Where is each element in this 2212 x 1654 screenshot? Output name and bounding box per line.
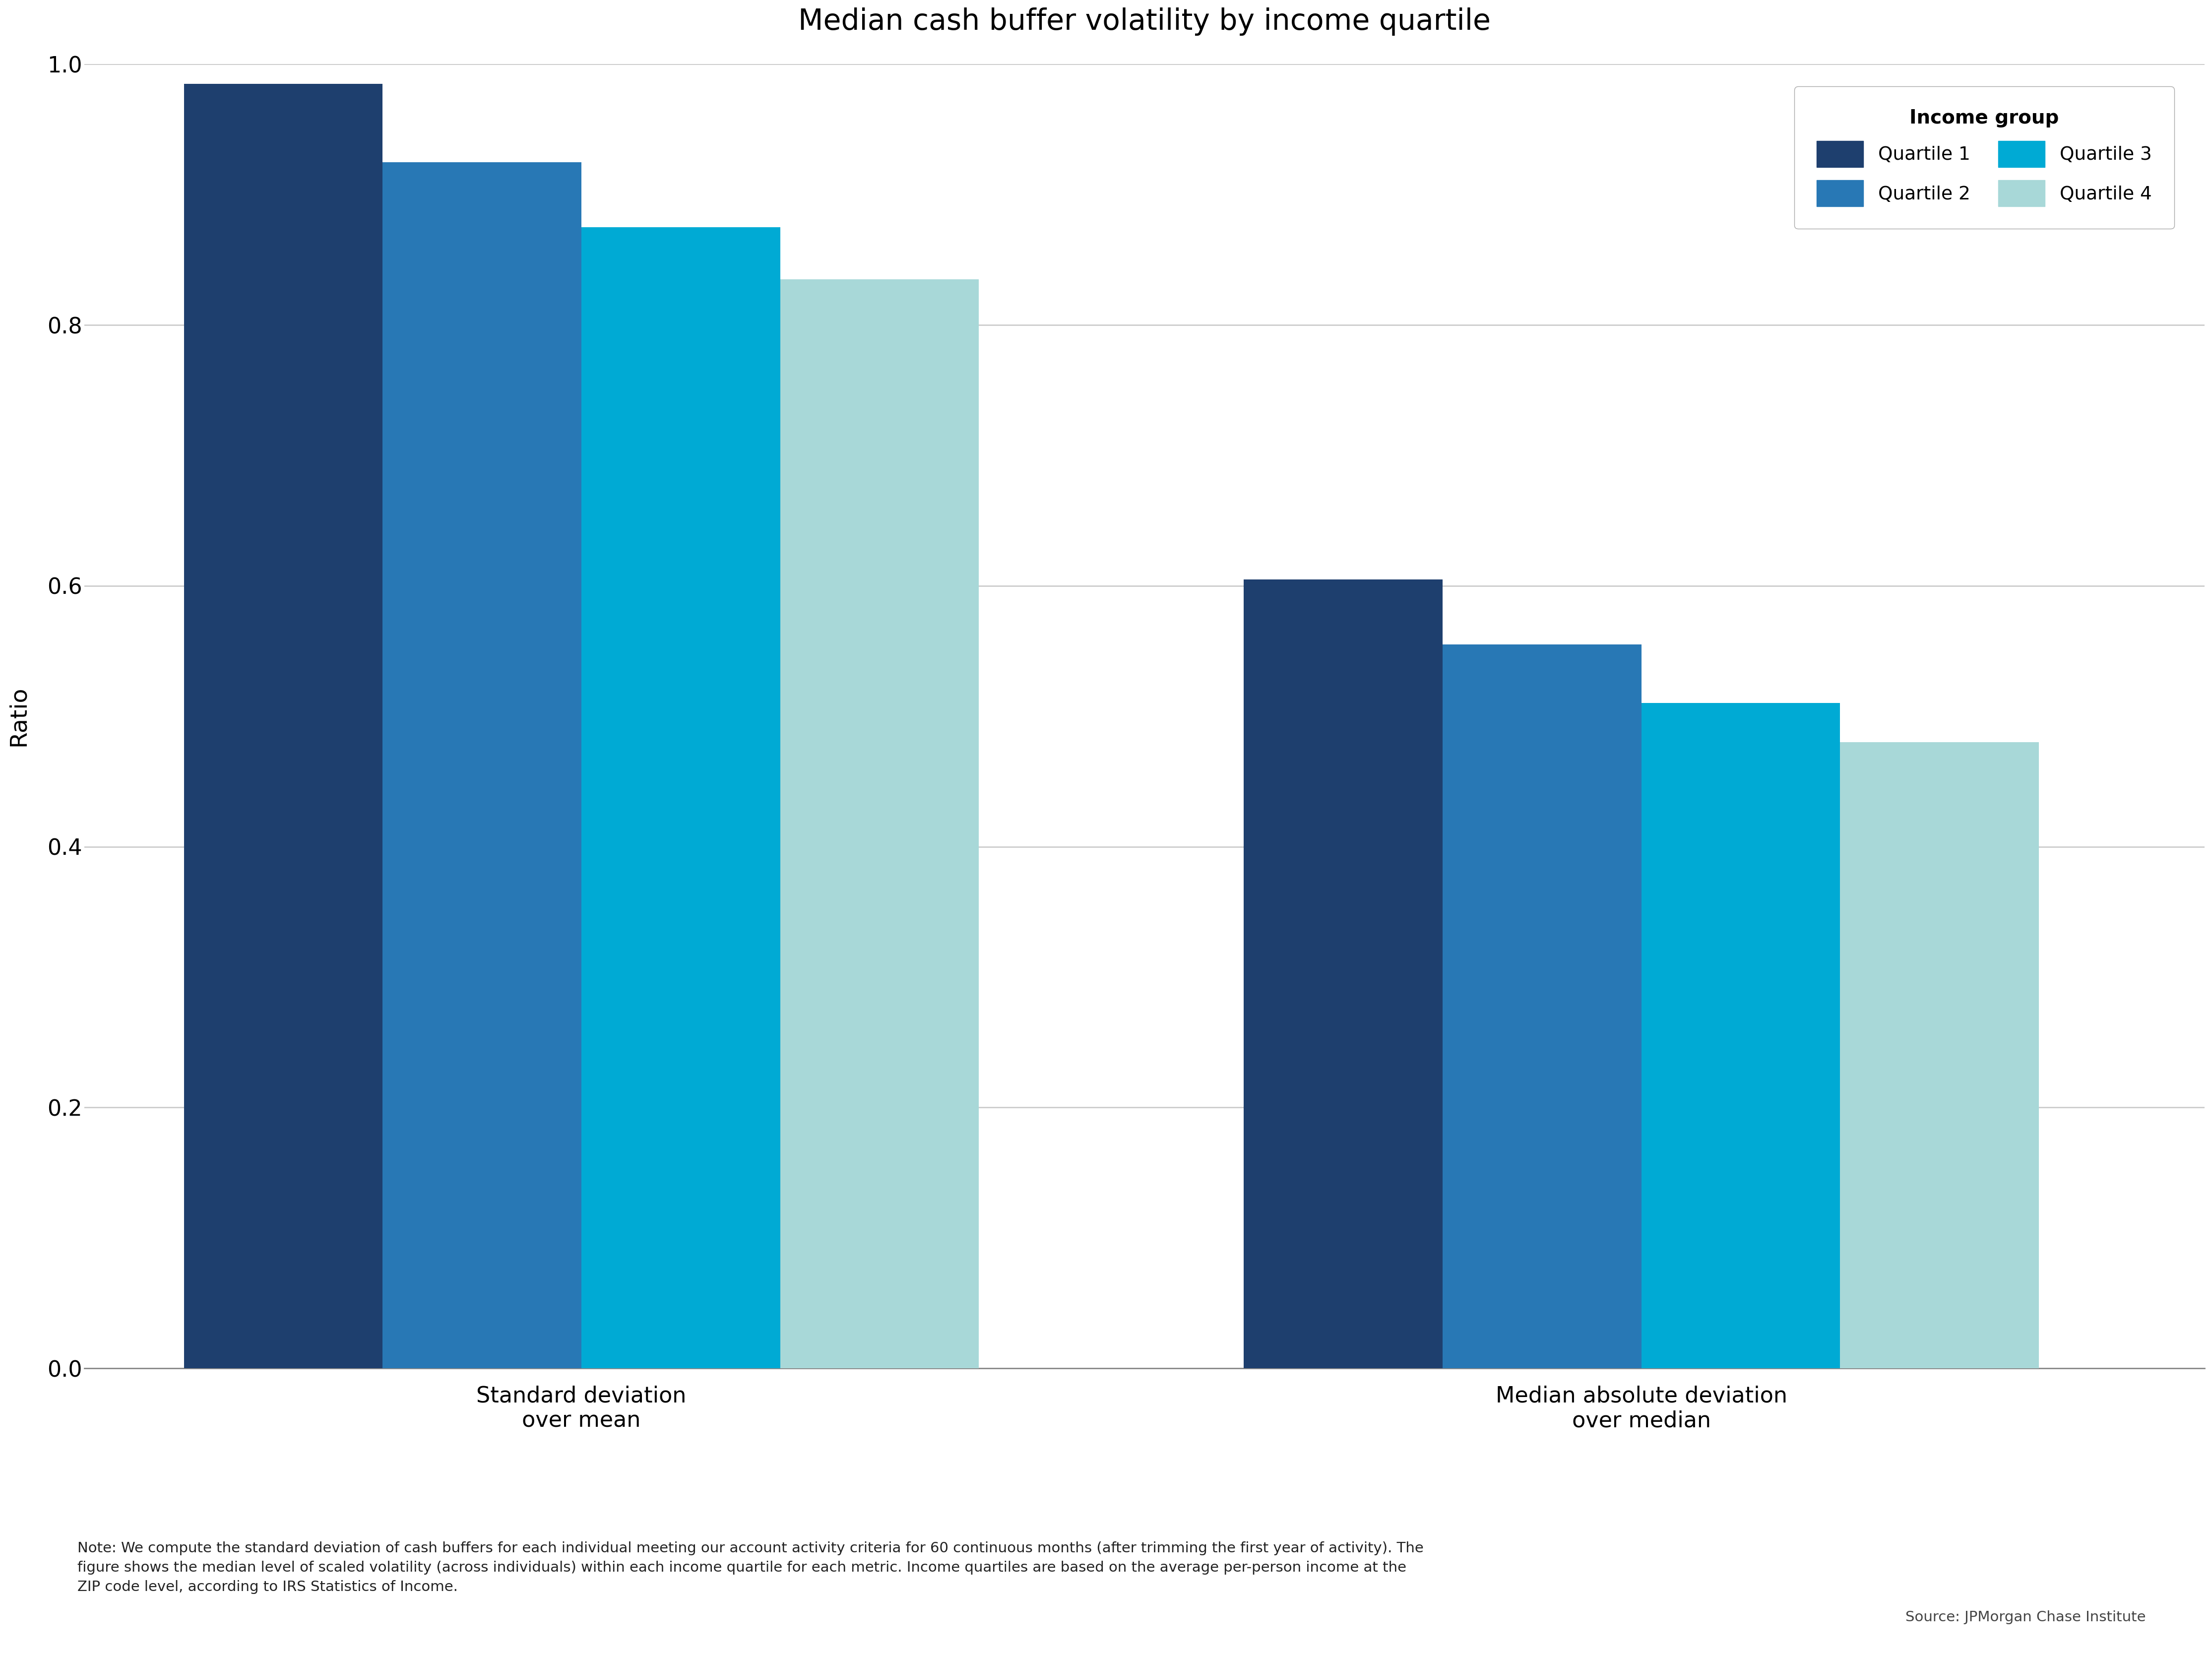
- Bar: [1442, 645, 1641, 1368]
- Bar: [383, 162, 582, 1368]
- Text: Source: JPMorgan Chase Institute: Source: JPMorgan Chase Institute: [1905, 1611, 2146, 1624]
- Bar: [1243, 579, 1442, 1368]
- Y-axis label: Ratio: Ratio: [7, 686, 29, 746]
- Bar: [184, 84, 383, 1368]
- Bar: [781, 280, 980, 1368]
- Bar: [1840, 743, 2039, 1368]
- Bar: [582, 227, 781, 1368]
- Title: Median cash buffer volatility by income quartile: Median cash buffer volatility by income …: [799, 7, 1491, 36]
- Bar: [1641, 703, 1840, 1368]
- Text: Note: We compute the standard deviation of cash buffers for each individual meet: Note: We compute the standard deviation …: [77, 1542, 1425, 1594]
- Legend: Quartile 1, Quartile 2, Quartile 3, Quartile 4: Quartile 1, Quartile 2, Quartile 3, Quar…: [1794, 86, 2174, 228]
